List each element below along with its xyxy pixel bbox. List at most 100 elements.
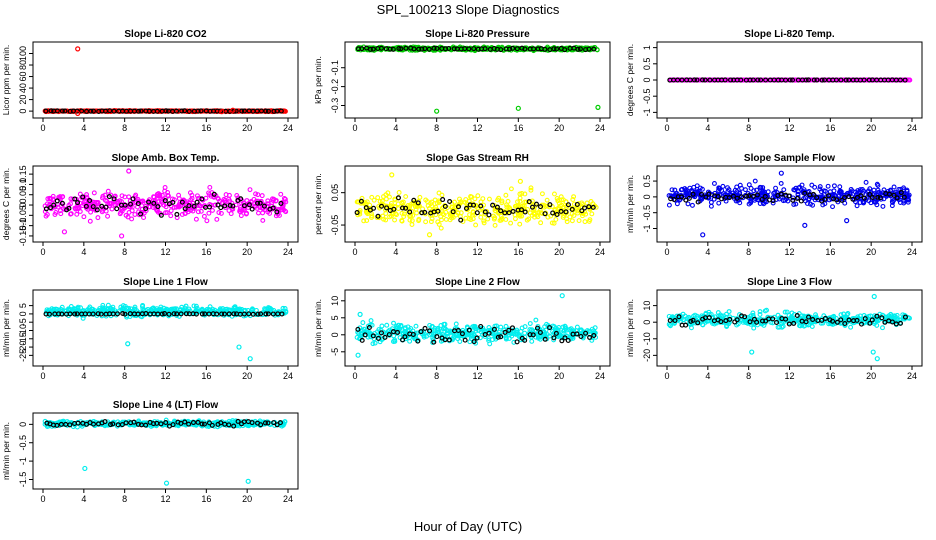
data-point: [87, 218, 93, 224]
x-tick-label: 16: [201, 494, 211, 504]
data-point: [564, 219, 570, 225]
data-point: [737, 182, 743, 188]
y-tick-label: -0.5: [642, 88, 652, 104]
data-point: [538, 220, 544, 226]
data-point: [791, 318, 797, 324]
y-tick-label: -20: [642, 349, 652, 362]
data-point: [696, 77, 702, 83]
data-point: [506, 332, 512, 338]
reference-point: [211, 191, 217, 197]
data-point: [536, 335, 541, 341]
data-point: [280, 205, 286, 211]
data-point: [687, 185, 693, 191]
data-point: [904, 188, 910, 194]
data-point: [515, 199, 520, 205]
data-point: [77, 209, 83, 214]
plot-frame: [344, 41, 611, 119]
y-tick-label: -0.05: [330, 215, 340, 236]
data-point: [854, 203, 860, 209]
reference-point: [672, 318, 678, 324]
reference-point: [547, 325, 553, 331]
data-point: [458, 200, 464, 206]
data-point: [748, 200, 754, 206]
data-point: [475, 193, 481, 199]
data-point: [571, 194, 577, 200]
x-tick-label: 4: [81, 371, 86, 381]
reference-point: [219, 311, 225, 317]
reference-point: [56, 311, 62, 317]
x-tick-label: 0: [40, 494, 45, 504]
data-point: [234, 192, 240, 198]
scatter-points: [354, 293, 599, 358]
reference-point: [846, 194, 852, 200]
reference-point: [591, 46, 597, 52]
data-point: [757, 312, 763, 317]
reference-point: [83, 203, 89, 209]
reference-point: [378, 45, 384, 51]
data-point: [553, 217, 559, 222]
data-point: [519, 325, 525, 331]
data-point: [226, 196, 232, 202]
reference-point: [162, 311, 168, 317]
data-point: [140, 198, 146, 204]
reference-point: [574, 331, 580, 337]
data-point: [407, 338, 413, 344]
reference-point: [747, 77, 753, 83]
data-point: [499, 200, 505, 206]
data-point: [473, 326, 479, 332]
reference-point: [222, 203, 228, 209]
data-point: [463, 215, 469, 221]
reference-point: [446, 45, 452, 51]
data-point: [765, 193, 770, 199]
plot-frame: [656, 289, 923, 367]
data-point: [175, 204, 181, 210]
panel-title: Slope Amb. Box Temp.: [112, 153, 220, 164]
reference-point: [577, 46, 583, 52]
reference-point: [897, 77, 903, 83]
y-tick-label: 5: [330, 315, 340, 320]
data-point: [377, 199, 383, 204]
reference-point: [159, 311, 165, 317]
data-point: [544, 197, 550, 203]
scatter-points: [355, 44, 601, 114]
reference-point: [59, 311, 65, 317]
data-point: [417, 194, 423, 200]
data-point: [265, 198, 271, 204]
y-tick-label: 0.05: [18, 186, 28, 204]
y-tick-label: 80: [18, 60, 28, 70]
reference-point: [407, 209, 413, 215]
data-point: [778, 180, 784, 186]
reference-point: [199, 196, 205, 202]
x-tick-label: 24: [595, 123, 605, 133]
y-tick-label: 0.5: [642, 58, 652, 71]
reference-point: [695, 320, 701, 326]
reference-point: [387, 46, 393, 52]
y-tick-label: 5: [18, 303, 28, 308]
reference-point: [679, 194, 685, 200]
reference-point: [270, 205, 276, 211]
data-point: [82, 199, 87, 205]
x-tick-label: 8: [746, 123, 751, 133]
data-point: [100, 193, 106, 199]
data-point: [903, 194, 909, 200]
reference-point: [886, 191, 892, 197]
data-point: [681, 77, 687, 83]
data-point: [409, 208, 415, 214]
data-point: [563, 325, 569, 331]
reference-point: [506, 327, 512, 333]
data-point: [255, 192, 261, 198]
data-point: [539, 191, 545, 197]
data-point: [694, 183, 700, 189]
reference-point: [811, 77, 817, 83]
outlier-point: [517, 178, 523, 184]
reference-point: [843, 77, 849, 83]
reference-point: [378, 330, 384, 336]
data-point: [570, 197, 576, 202]
scatter-points: [43, 302, 289, 362]
data-point: [831, 183, 837, 189]
data-point: [726, 321, 732, 327]
data-point: [551, 220, 557, 226]
reference-point: [867, 320, 873, 326]
